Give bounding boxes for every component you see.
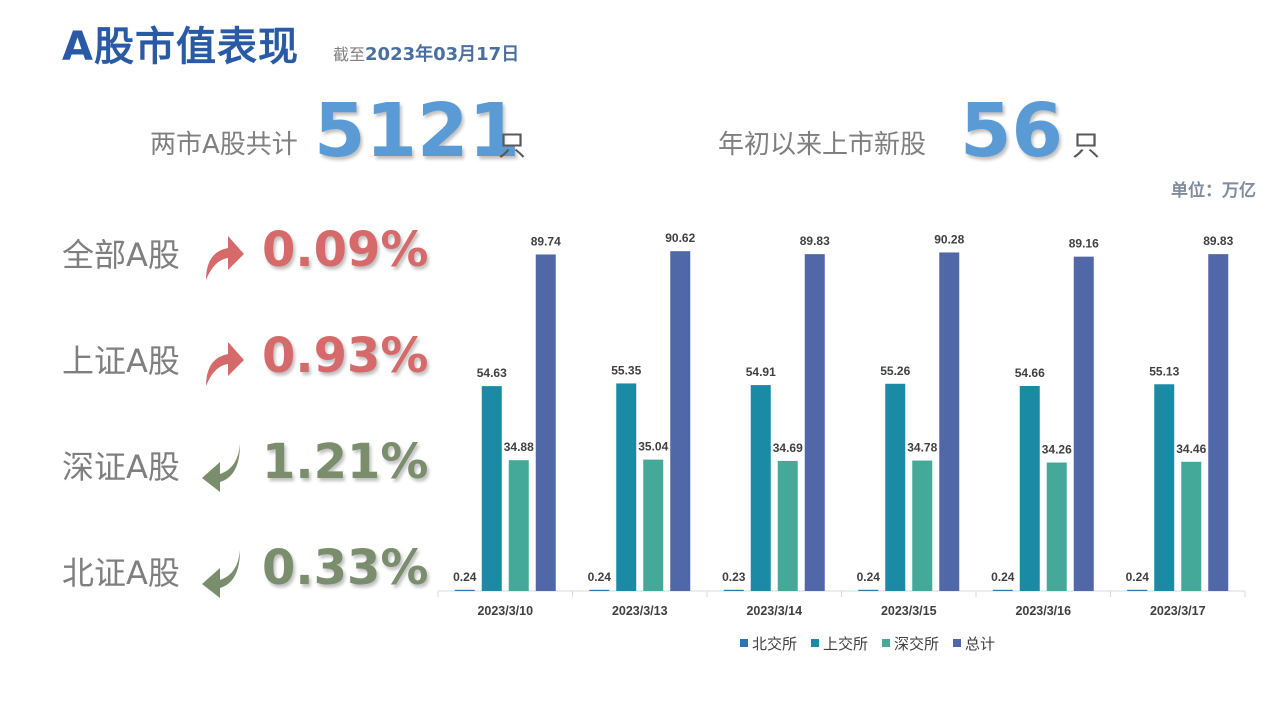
index-row-all: 全部A股 0.09% — [62, 222, 442, 292]
trend-down-arrow-icon — [202, 444, 240, 492]
data-label: 55.35 — [611, 363, 641, 377]
legend-item: 深交所 — [882, 633, 939, 654]
data-label: 90.28 — [934, 232, 964, 246]
data-label: 0.24 — [991, 570, 1015, 584]
data-label: 0.24 — [1126, 570, 1150, 584]
new-listings-value: 56 — [960, 88, 1063, 174]
data-label: 90.62 — [665, 231, 695, 245]
bar-深交所-2023/3/13 — [643, 459, 664, 591]
index-change: 0.33% — [262, 540, 429, 596]
data-label: 89.16 — [1069, 237, 1099, 251]
data-label: 0.23 — [722, 570, 746, 584]
data-label: 54.63 — [477, 366, 507, 380]
bar-深交所-2023/3/15 — [912, 460, 933, 591]
bar-总计-2023/3/16 — [1073, 256, 1094, 591]
data-label: 34.78 — [907, 441, 937, 455]
bar-深交所-2023/3/14 — [777, 460, 798, 591]
bar-总计-2023/3/17 — [1208, 254, 1229, 591]
bar-上交所-2023/3/15 — [885, 383, 906, 591]
bar-总计-2023/3/14 — [804, 254, 825, 591]
legend-label: 深交所 — [894, 634, 940, 653]
data-label: 54.66 — [1015, 366, 1045, 380]
trend-up-arrow-icon — [206, 236, 244, 280]
date-value: 2023年03月17日 — [365, 44, 520, 65]
bar-深交所-2023/3/17 — [1181, 461, 1202, 591]
legend-label: 总计 — [965, 634, 996, 653]
date-lead: 截至 — [333, 45, 366, 64]
data-label: 35.04 — [638, 440, 668, 454]
legend-swatch — [811, 639, 820, 647]
legend-swatch — [740, 639, 748, 647]
x-tick-label: 2023/3/10 — [477, 604, 533, 618]
index-name: 北证A股 — [62, 554, 180, 592]
x-tick-label: 2023/3/14 — [746, 604, 802, 618]
date-subtitle: 截至2023年03月17日 — [333, 40, 519, 66]
index-name: 上证A股 — [62, 342, 180, 380]
data-label: 0.24 — [588, 570, 612, 584]
data-label: 54.91 — [746, 365, 776, 379]
bar-北交所-2023/3/10 — [454, 589, 475, 591]
new-listings-unit: 只 — [1072, 129, 1101, 162]
index-change: 0.93% — [262, 328, 429, 384]
bar-北交所-2023/3/17 — [1127, 589, 1148, 591]
index-row-beijing: 北证A股 0.33% — [62, 540, 442, 610]
bar-总计-2023/3/13 — [670, 251, 691, 592]
data-label: 0.24 — [453, 570, 477, 584]
x-tick-label: 2023/3/16 — [1015, 604, 1071, 618]
bar-上交所-2023/3/13 — [616, 383, 637, 591]
legend-swatch — [953, 639, 962, 647]
data-label: 34.46 — [1176, 442, 1206, 456]
data-label: 34.69 — [773, 441, 803, 455]
x-tick-label: 2023/3/17 — [1150, 604, 1206, 618]
index-row-shanghai: 上证A股 0.93% — [62, 328, 442, 398]
page-title: A股市值表现 — [62, 24, 299, 70]
data-label: 34.26 — [1042, 443, 1072, 457]
bar-上交所-2023/3/10 — [481, 386, 502, 591]
index-change: 1.21% — [262, 434, 429, 490]
total-stocks-unit: 只 — [498, 129, 527, 162]
index-change: 0.09% — [262, 222, 429, 278]
legend-item: 总计 — [953, 633, 995, 654]
legend-item: 上交所 — [811, 633, 868, 654]
legend-label: 上交所 — [823, 634, 869, 653]
bar-深交所-2023/3/10 — [508, 460, 529, 591]
bar-上交所-2023/3/17 — [1154, 384, 1175, 591]
x-tick-label: 2023/3/15 — [881, 604, 937, 618]
bar-北交所-2023/3/13 — [589, 589, 610, 591]
data-label: 89.83 — [800, 234, 830, 248]
data-label: 34.88 — [504, 440, 534, 454]
legend-label: 北交所 — [752, 634, 798, 653]
index-row-shenzhen: 深证A股 1.21% — [62, 434, 442, 504]
total-stocks-value: 5121 — [314, 88, 520, 174]
index-name: 深证A股 — [62, 448, 180, 486]
index-name: 全部A股 — [62, 236, 180, 274]
legend-swatch — [882, 639, 891, 647]
data-label: 55.13 — [1149, 364, 1179, 378]
data-label: 0.24 — [857, 570, 881, 584]
bar-总计-2023/3/15 — [939, 252, 960, 591]
data-label: 89.74 — [531, 234, 561, 248]
legend-item: 北交所 — [740, 633, 797, 654]
bar-北交所-2023/3/15 — [858, 589, 879, 591]
bar-上交所-2023/3/14 — [750, 385, 771, 591]
market-cap-bar-chart: 0.24 54.63 34.88 89.74 2023/3/10 0.24 55.35 35.… — [437, 231, 1246, 618]
chart-legend: 北交所 上交所 深交所 总计 — [740, 632, 1009, 654]
trend-up-arrow-icon — [206, 342, 244, 386]
data-label: 55.26 — [880, 364, 910, 378]
trend-down-arrow-icon — [202, 550, 240, 598]
x-tick-label: 2023/3/13 — [612, 604, 668, 618]
bar-北交所-2023/3/14 — [723, 589, 744, 591]
data-label: 89.83 — [1203, 234, 1233, 248]
total-stocks-label: 两市A股共计 — [150, 130, 298, 160]
bar-上交所-2023/3/16 — [1019, 386, 1040, 591]
bar-北交所-2023/3/16 — [992, 589, 1013, 591]
new-listings-label: 年初以来上市新股 — [718, 130, 927, 160]
unit-note: 单位：万亿 — [1171, 181, 1256, 201]
bar-总计-2023/3/10 — [535, 254, 556, 591]
bar-深交所-2023/3/16 — [1046, 462, 1067, 591]
